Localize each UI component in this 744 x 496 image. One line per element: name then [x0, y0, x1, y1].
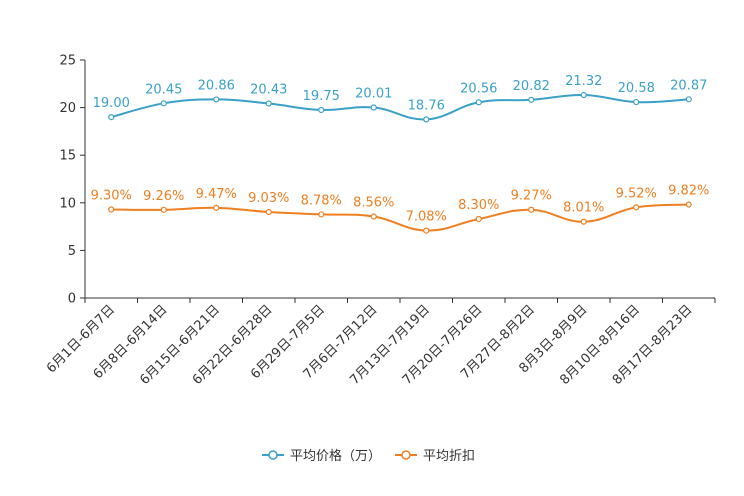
data-label: 20.01 [355, 87, 392, 102]
chart-series-layer: 19.00 20.45 20.86 20.43 19.75 20.01 18.76 20.56… [91, 74, 709, 234]
data-label: 20.82 [513, 79, 550, 94]
chart-axes: 05101520256月1日-6月7日6月8日-6月14日6月15日-6月21日… [44, 54, 716, 388]
data-label: 21.32 [565, 74, 602, 89]
data-point [160, 100, 167, 107]
data-label: 20.87 [670, 78, 707, 93]
data-label: 7.08% [406, 210, 447, 225]
series-1: 19.00 20.45 20.86 20.43 19.75 20.01 18.76 20.56… [93, 74, 707, 123]
y-tick-label: 15 [59, 149, 76, 164]
data-point [633, 98, 640, 106]
data-label: 9.26% [143, 189, 184, 204]
data-label: 19.75 [303, 89, 340, 104]
data-label: 9.82% [668, 184, 709, 199]
data-label: 19.00 [93, 96, 130, 111]
legend-item-1[interactable]: 平均价格（万） [262, 448, 381, 464]
data-point [318, 106, 325, 114]
data-point [370, 213, 377, 220]
y-tick-label: 10 [59, 196, 76, 211]
data-point [685, 201, 692, 208]
data-label: 8.01% [563, 201, 604, 216]
series-line [111, 203, 689, 232]
data-label: 8.56% [353, 196, 394, 211]
data-label: 20.86 [198, 78, 235, 93]
legend-marker-icon [401, 450, 411, 460]
legend-label: 平均价格（万） [290, 448, 381, 464]
data-point [318, 211, 325, 218]
data-label: 20.56 [460, 81, 497, 96]
data-label: 8.78% [301, 193, 342, 208]
data-label: 20.45 [145, 82, 182, 97]
data-label: 9.03% [248, 191, 289, 206]
data-point [108, 206, 115, 213]
legend-marker-icon [268, 450, 278, 460]
data-label: 9.27% [511, 189, 552, 204]
y-tick-label: 0 [68, 292, 76, 307]
data-point [265, 100, 272, 107]
data-point [213, 96, 220, 103]
data-label: 20.43 [250, 83, 287, 98]
chart-legend[interactable]: 平均价格（万） 平均折扣 [262, 448, 475, 464]
y-tick-label: 20 [59, 101, 76, 116]
data-point [160, 206, 167, 213]
data-point [580, 91, 587, 99]
data-point [685, 96, 692, 103]
data-point [265, 208, 272, 216]
data-point [580, 218, 587, 225]
data-point [528, 206, 535, 213]
data-point [475, 215, 482, 223]
data-point [475, 99, 482, 106]
series-2: 9.30% 9.26% 9.47% 9.03% 8.78% 8.56% 7.08% 8.30%… [91, 184, 709, 234]
y-tick-label: 5 [68, 244, 76, 259]
legend-label: 平均折扣 [423, 449, 475, 464]
data-point [213, 204, 220, 211]
data-label: 20.58 [618, 81, 655, 96]
data-point [528, 96, 535, 103]
data-point [370, 104, 377, 111]
data-label: 18.76 [408, 98, 445, 113]
data-point [423, 227, 430, 234]
data-label: 9.52% [616, 186, 657, 201]
data-label: 8.30% [458, 198, 499, 213]
y-tick-label: 25 [59, 54, 76, 69]
data-label: 9.47% [196, 187, 237, 202]
legend-item-2[interactable]: 平均折扣 [395, 449, 475, 464]
data-point [423, 116, 430, 123]
data-point [108, 114, 115, 121]
series-line [110, 94, 689, 121]
data-point [633, 204, 640, 211]
data-label: 9.30% [91, 188, 132, 203]
